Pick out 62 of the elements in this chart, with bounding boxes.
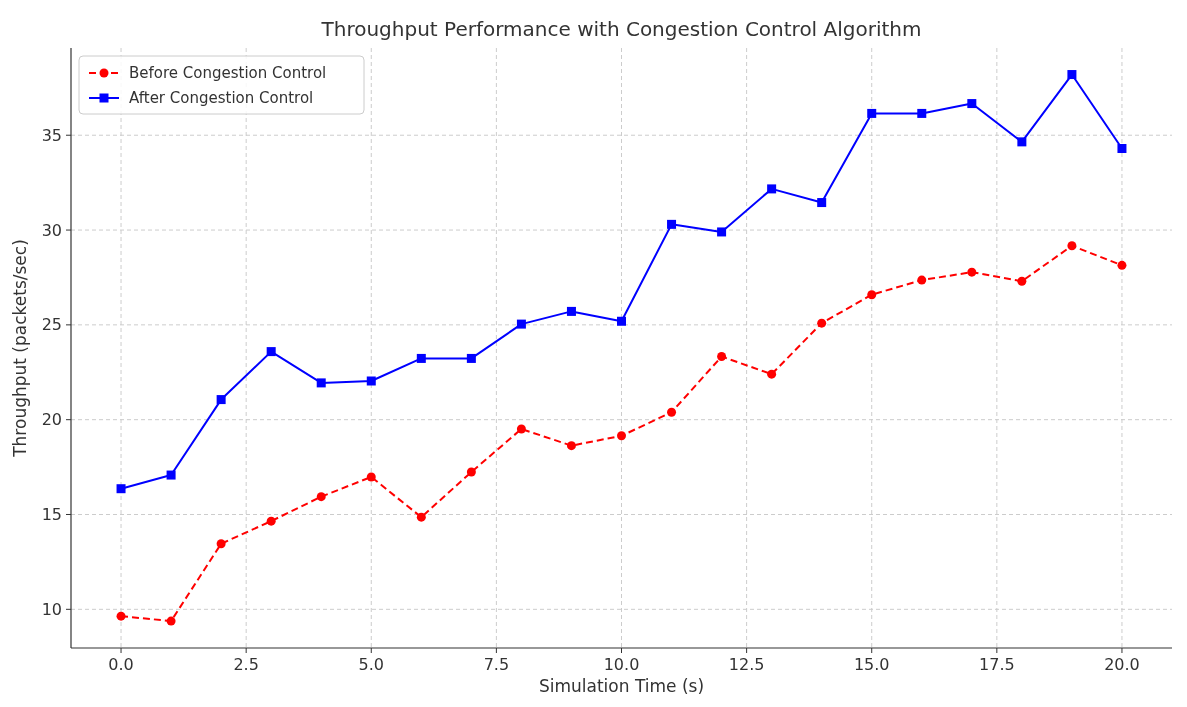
point: [667, 407, 677, 417]
point: [917, 275, 927, 285]
point: [366, 376, 376, 386]
point: [1117, 260, 1127, 270]
y-tick-label: 30: [41, 220, 62, 240]
point: [717, 227, 727, 237]
point: [116, 484, 126, 494]
point: [967, 267, 977, 277]
point: [867, 108, 877, 118]
chart-title: Throughput Performance with Congestion Control Algorithm: [320, 17, 922, 41]
y-axis-title: Throughput (packets/sec): [10, 239, 30, 458]
y-tick-label: 35: [41, 125, 62, 145]
point: [967, 99, 977, 109]
point: [166, 470, 176, 480]
point: [1017, 137, 1027, 147]
x-tick-label: 2.5: [233, 655, 259, 674]
point: [216, 539, 226, 549]
point: [466, 467, 476, 477]
point: [316, 492, 326, 502]
point: [1067, 70, 1077, 80]
point: [566, 306, 576, 316]
x-tick-label: 5.0: [358, 655, 384, 674]
y-tick-label: 20: [41, 410, 62, 430]
point: [466, 353, 476, 363]
point: [767, 369, 777, 379]
point: [116, 611, 126, 621]
legend-label: After Congestion Control: [129, 89, 314, 108]
x-axis-title: Simulation Time (s): [538, 676, 705, 696]
point: [817, 318, 827, 328]
point: [416, 353, 426, 363]
x-tick-label: 17.5: [979, 655, 1015, 674]
x-tick-label: 12.5: [728, 655, 765, 674]
point: [266, 347, 276, 357]
point: [266, 516, 276, 526]
point: [667, 219, 677, 229]
point: [416, 512, 426, 522]
x-tick-label: 10.0: [603, 655, 640, 674]
x-tick-label: 7.5: [483, 655, 510, 674]
x-tick-label: 15.0: [853, 655, 890, 674]
point: [917, 108, 927, 118]
point: [216, 395, 226, 405]
point: [717, 352, 727, 362]
point: [617, 316, 626, 326]
point: [1017, 276, 1027, 286]
point: [617, 431, 626, 441]
point: [817, 198, 827, 208]
x-tick-label: 20.0: [1104, 655, 1140, 674]
point: [1067, 241, 1077, 251]
y-tick-label: 15: [41, 505, 62, 525]
point: [366, 472, 376, 482]
y-tick-label: 10: [41, 599, 62, 619]
point: [867, 290, 877, 300]
x-tick-label: 0.0: [108, 655, 134, 674]
point: [516, 319, 526, 329]
point: [1117, 144, 1127, 154]
point: [166, 616, 176, 626]
point: [316, 378, 326, 388]
legend-label: Before Congestion Control: [129, 64, 327, 83]
point: [767, 184, 777, 194]
point: [566, 441, 576, 451]
point: [516, 424, 526, 434]
y-tick-label: 25: [41, 315, 62, 335]
